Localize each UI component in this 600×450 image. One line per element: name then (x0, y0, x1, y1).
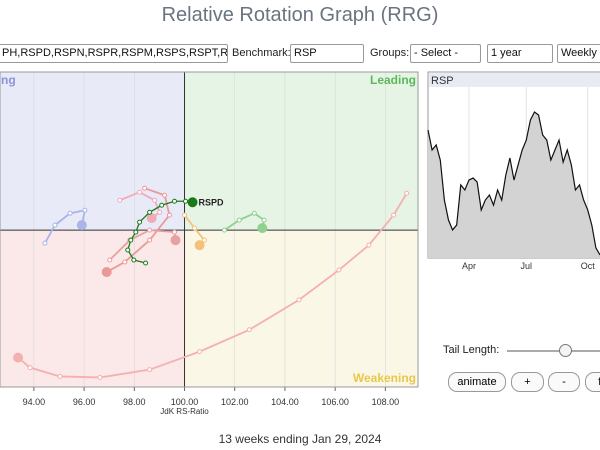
tail-point (42, 240, 48, 246)
tail-label: RSPD (199, 197, 225, 207)
quadrant-lagging (0, 230, 185, 387)
benchmark-label: Benchmark: (232, 47, 291, 59)
x-tick-label: Oct (581, 261, 596, 271)
tail-point (57, 373, 63, 379)
tail-point (67, 210, 73, 216)
tail-point (366, 242, 372, 248)
tail-point (147, 367, 153, 373)
tail-point (142, 185, 148, 191)
tail-point (166, 212, 172, 218)
tail-point (125, 247, 131, 253)
fit-button[interactable]: fi (585, 372, 600, 392)
quadrant-leading (184, 72, 418, 231)
tail-point (162, 192, 168, 198)
groups-select[interactable]: - Select - (410, 44, 481, 63)
tail-point (159, 202, 165, 208)
x-tick-label: 98.00 (123, 397, 146, 407)
mini-chart-header (429, 73, 600, 87)
tail-point (336, 267, 342, 273)
x-tick-label: 106.00 (321, 397, 349, 407)
tail-point (147, 227, 153, 233)
x-axis-label: JdK RS-Ratio (160, 407, 209, 416)
tail-line (17, 192, 408, 379)
tail-point (27, 365, 33, 371)
groups-label: Groups: (370, 47, 410, 59)
tail-point (133, 229, 139, 235)
tail-point (82, 207, 88, 213)
period-select[interactable]: 1 year (487, 44, 553, 63)
x-tick-label: 108.00 (372, 397, 400, 407)
tail-point (197, 349, 203, 355)
tail-head (13, 352, 24, 363)
tail-point (107, 257, 113, 263)
animate-button[interactable]: animate (448, 372, 506, 392)
tail-point (52, 222, 58, 228)
tail-length-label: Tail Length: (443, 344, 500, 356)
tail-point (183, 198, 189, 204)
plot-border (0, 71, 419, 388)
tail-head (257, 223, 268, 234)
tail-point (122, 259, 128, 265)
tail-point (171, 229, 177, 235)
tail-point (143, 260, 149, 266)
quadrant-label: Weakening (353, 371, 416, 385)
x-tick-label: 100.00 (171, 397, 199, 407)
tail-point (246, 327, 252, 333)
slider-knob[interactable] (559, 344, 572, 357)
x-tick-label: 104.00 (271, 397, 299, 407)
tail-head (101, 267, 112, 278)
charts: 94.00 96.00 98.00 100.00 102.00 104.00 106.00 1… (0, 71, 600, 416)
tail-point (201, 237, 207, 243)
minus-button[interactable]: - (548, 372, 580, 392)
benchmark-input[interactable]: RSP (290, 44, 364, 63)
tail-point (128, 237, 134, 243)
tail-point (137, 189, 143, 195)
tail-head (146, 213, 157, 224)
tail-point (97, 374, 103, 380)
interval-select[interactable]: Weekly (557, 44, 600, 63)
tail-point (182, 212, 188, 218)
quadrant-label: Leading (370, 73, 416, 87)
symbols-input[interactable]: PH,RSPD,RSPN,RSPR,RSPM,RSPS,RSPT,RS (0, 44, 228, 63)
quadrant-improving (0, 72, 185, 231)
plus-button[interactable]: + (511, 372, 544, 392)
tail-point (147, 209, 153, 215)
tail-point (251, 210, 257, 216)
tail-point (152, 197, 158, 203)
tail-point (131, 257, 137, 263)
footer: 13 weeks ending Jan 29, 2024 (218, 432, 382, 446)
tail-point (391, 212, 397, 218)
tail-point (137, 219, 143, 225)
tail-head (170, 235, 181, 246)
x-tick-label: 96.00 (73, 397, 96, 407)
tail-point (157, 209, 163, 215)
tail-head (194, 240, 205, 251)
tail-point (171, 198, 177, 204)
page-title: Relative Rotation Graph (RRG) (161, 4, 439, 26)
quadrant-label: ng (1, 73, 16, 87)
slider-track (507, 350, 600, 352)
tail-line (106, 187, 171, 273)
tail-point (296, 297, 302, 303)
tail-point (221, 227, 227, 233)
x-tick-label: Apr (462, 261, 476, 271)
tail-head (187, 197, 198, 208)
tail-head (76, 220, 87, 231)
tail-point (404, 190, 410, 196)
tail-point (261, 217, 267, 223)
x-tick-label: Jul (521, 261, 533, 271)
tail-point (147, 237, 153, 243)
area-fill (428, 112, 600, 259)
area-line (427, 111, 600, 256)
mini-chart-title: RSP (431, 75, 454, 87)
tail-point (192, 225, 198, 231)
x-tick-label: 102.00 (221, 397, 249, 407)
tail-point (117, 197, 123, 203)
x-tick-label: 94.00 (23, 397, 46, 407)
quadrant-weakening (184, 230, 418, 387)
tail-point (236, 217, 242, 223)
